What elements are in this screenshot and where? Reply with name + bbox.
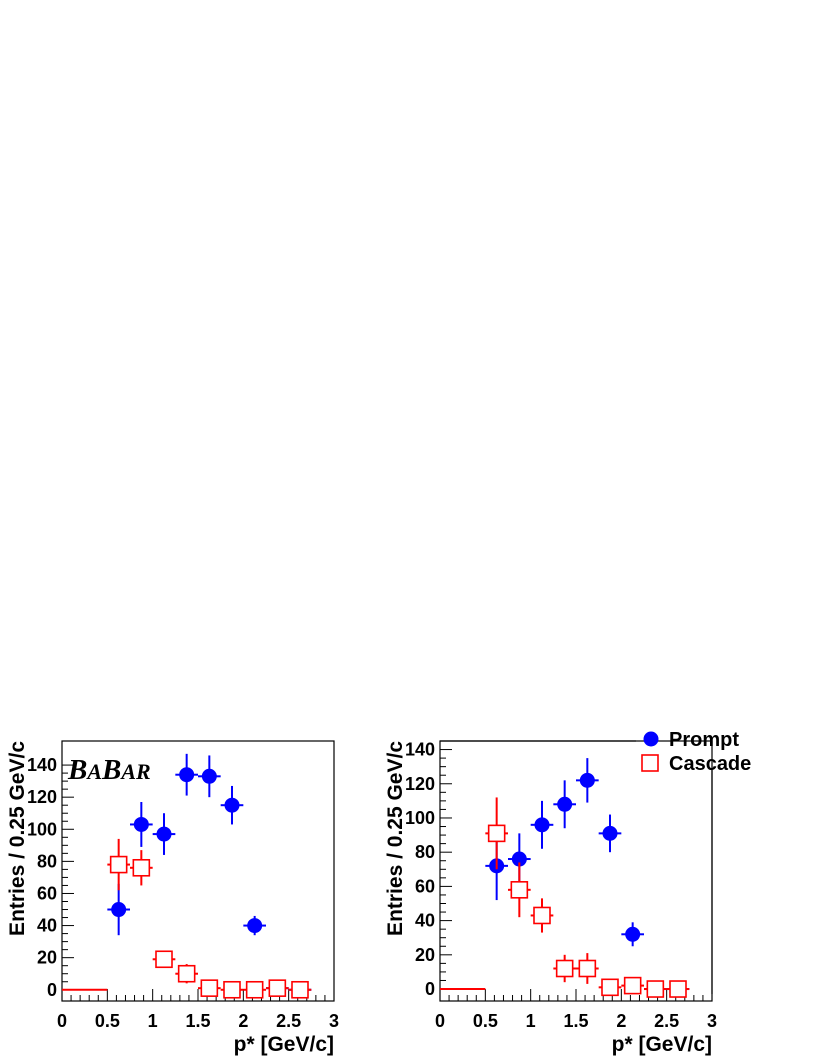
chart2-y-axis-title: Entries / 0.25 GeV/c (384, 741, 407, 936)
chart1-prompt-point (201, 768, 217, 784)
legend-prompt-marker (643, 731, 659, 747)
chart1-cascade-point (291, 980, 309, 999)
chart1-x-axis-title: p* [GeV/c] (234, 1033, 334, 1056)
chart1-cascade-point (155, 950, 173, 969)
chart2-x-tick-label: 3 (707, 1011, 717, 1031)
chart2-cascade-point (487, 824, 506, 843)
chart2-prompt-point (534, 817, 550, 833)
chart1-cascade-point (268, 979, 287, 997)
chart1-x-tick-label: 2 (238, 1011, 248, 1031)
chart2-x-tick-label: 2.5 (654, 1011, 679, 1031)
chart1-y-tick-label: 100 (27, 819, 57, 839)
chart2-cascade-point (578, 959, 597, 978)
chart1-cascade-point (132, 858, 151, 877)
chart1-x-tick-label: 1 (148, 1011, 158, 1031)
chart1-y-tick-label: 20 (37, 948, 57, 968)
chart1-prompt-point (156, 826, 172, 842)
chart2-cascade-point (510, 881, 529, 899)
chart1-cascade-point (223, 980, 241, 999)
chart2-x-tick-label: 2 (616, 1011, 626, 1031)
babar-logo: BABAR (67, 754, 151, 786)
chart1-y-axis-title: Entries / 0.25 GeV/c (6, 741, 29, 936)
chart2-y-tick-label: 20 (415, 945, 435, 965)
chart2-x-axis-title: p* [GeV/c] (612, 1033, 712, 1056)
chart1-cascade-point (177, 964, 196, 983)
chart2-x-tick-label: 1 (526, 1011, 536, 1031)
legend-prompt-label: Prompt (669, 729, 739, 751)
chart2-y-tick-label: 40 (415, 911, 435, 931)
chart2-y-tick-label: 100 (405, 808, 435, 828)
chart1-x-tick-label: 0.5 (95, 1011, 120, 1031)
chart2-cascade-point (646, 980, 665, 998)
right-plot-panel: 0 0.5 1 1.5 2 2.5 3 0 20 40 60 80 100 120 140 p* [GeV/c… (384, 740, 717, 1056)
chart2-y-tick-label: 0 (425, 979, 435, 999)
left-plot-panel: BABAR 0 0.5 1 1.5 2 2.5 3 0 20 40 60 80 100 120 140 p* … (6, 740, 339, 1056)
chart2-x-tick-label: 1.5 (563, 1011, 588, 1031)
legend-cascade-marker (641, 754, 659, 772)
chart2-x-tick-label: 0 (435, 1011, 445, 1031)
chart2-y-tick-label: 120 (405, 774, 435, 794)
chart2-y-tick-label: 80 (415, 842, 435, 862)
chart1-cascade-point (109, 855, 128, 874)
chart1-y-tick-label: 140 (27, 755, 57, 775)
legend: Prompt Cascade (440, 729, 751, 994)
chart1-prompt-point (224, 797, 240, 813)
chart2-y-tick-label: 60 (415, 876, 435, 896)
chart1-x-tick-label: 1.5 (185, 1011, 210, 1031)
chart2-cascade-point (669, 980, 687, 998)
chart1-x-tick-label: 2.5 (276, 1011, 301, 1031)
chart2-prompt-point (579, 772, 595, 788)
chart2-cascade-point (555, 959, 574, 978)
chart1-cascade-point (200, 979, 219, 997)
chart1-y-tick-label: 60 (37, 883, 57, 903)
chart1-prompt-point (133, 816, 149, 832)
chart2-y-tick-label: 140 (405, 740, 435, 760)
chart1-y-tick-label: 120 (27, 787, 57, 807)
chart2-prompt-point (557, 796, 573, 812)
chart1-prompt-point (111, 902, 127, 918)
chart2-cascade-point (533, 906, 551, 925)
chart2-prompt-point (625, 926, 641, 942)
chart1-y-tick-label: 80 (37, 851, 57, 871)
chart1-x-tick-label: 3 (329, 1011, 339, 1031)
chart1-y-tick-label: 0 (47, 980, 57, 1000)
chart2-cascade-point (623, 976, 642, 995)
chart1-cascade-point (245, 980, 264, 999)
chart2-prompt-point (602, 825, 618, 841)
chart2-prompt-point (511, 851, 527, 867)
chart2-x-tick-label: 0.5 (473, 1011, 498, 1031)
chart1-y-tick-label: 40 (37, 916, 57, 936)
chart1-prompt-point (179, 767, 195, 783)
chart1-x-tick-label: 0 (57, 1011, 67, 1031)
chart1-prompt-point (247, 918, 263, 934)
legend-cascade-label: Cascade (669, 753, 751, 775)
chart2-cascade-point (601, 978, 619, 997)
